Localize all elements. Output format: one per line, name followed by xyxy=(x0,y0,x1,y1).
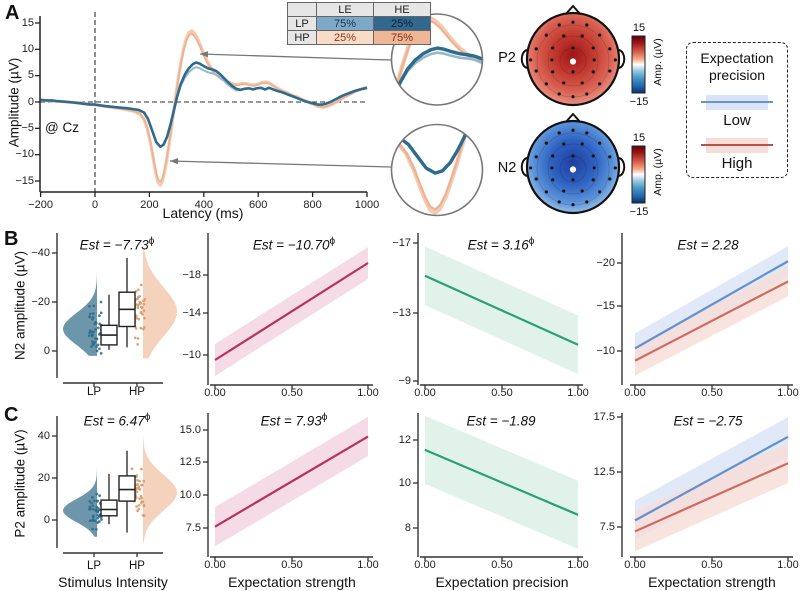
condition-table: LE HE LP 75% 25% HP 25% 75% xyxy=(287,2,431,45)
plot-title-c1: Est = 6.47ϕ xyxy=(83,412,151,429)
erp-ylabel: Amplitude (µV) xyxy=(6,57,22,148)
panel-label-b: B xyxy=(4,228,19,250)
xaxis-title-expectation-precision: Expectation precision xyxy=(435,574,569,590)
panel-label-c: C xyxy=(4,404,19,426)
p2-cbar-max: 15 xyxy=(632,22,646,34)
cz-electrode-marker xyxy=(569,166,577,173)
legend-low-label: Low xyxy=(723,111,751,129)
table-row-hp: HP xyxy=(287,30,317,45)
raincloud-plot-b1 xyxy=(52,233,177,387)
n2-cbar-max: 15 xyxy=(632,132,646,144)
p2-cbar-label: Amp. (µV) xyxy=(652,38,664,86)
n2-colorbar xyxy=(631,145,646,204)
plot-title-b3: Est = 3.16ϕ xyxy=(467,236,535,253)
n2-cbar-label: Amp. (µV) xyxy=(652,148,664,196)
p2-topo-label: P2 xyxy=(498,50,516,66)
boxplot-HP xyxy=(118,475,136,502)
plot-title-b4: Est = 2.28 xyxy=(677,237,739,253)
n2-topo-label: N2 xyxy=(497,160,517,176)
regression-plot-c3 xyxy=(413,413,583,561)
table-col-he: HE xyxy=(373,2,431,17)
table-cell-lp-le: 75% xyxy=(316,16,374,31)
legend-title: Expectation precision xyxy=(700,50,774,83)
b1-cat-lp: LP xyxy=(86,386,102,398)
half-violin-HP xyxy=(143,436,177,544)
table-cell-hp-le: 25% xyxy=(316,30,374,45)
legend-high-band xyxy=(701,137,773,153)
c1-cat-hp: HP xyxy=(129,560,145,572)
plot-title-c4: Est = −2.75 xyxy=(673,413,743,429)
regression-plot-c4 xyxy=(617,413,793,561)
erp-plot xyxy=(35,12,368,197)
phi-symbol: ϕ xyxy=(528,236,535,247)
table-corner xyxy=(287,2,317,17)
legend-low-line xyxy=(701,101,773,104)
table-cell-hp-he: 75% xyxy=(373,30,431,45)
phi-symbol: ϕ xyxy=(329,236,336,247)
p2-cbar-min: −15 xyxy=(629,96,649,108)
half-violin-LP xyxy=(63,457,97,537)
cz-electrode-marker xyxy=(569,58,577,65)
n2-cbar-min: −15 xyxy=(629,206,649,218)
raincloud-plot-c1 xyxy=(52,416,177,557)
boxplot-LP xyxy=(100,499,118,517)
phi-symbol: ϕ xyxy=(321,412,328,423)
regression-plot-b3 xyxy=(413,233,583,389)
regression-plot-b2 xyxy=(203,233,373,389)
plot-title-c3: Est = −1.89 xyxy=(466,413,536,429)
erp-site-label: @ Cz xyxy=(45,120,79,135)
legend-high-line xyxy=(701,144,773,147)
table-col-le: LE xyxy=(316,2,374,17)
p2-colorbar xyxy=(631,35,646,94)
legend-low-band xyxy=(701,94,773,110)
regression-plot-c2 xyxy=(203,413,373,561)
n2-zoom-inset xyxy=(390,123,484,217)
xaxis-title-expectation-strength: Expectation strength xyxy=(228,574,356,590)
plot-title-c2: Est = 7.93ϕ xyxy=(260,412,328,429)
plot-title-b2: Est = −10.70ϕ xyxy=(252,236,336,253)
c1-cat-lp: LP xyxy=(86,560,102,572)
n2-topomap xyxy=(520,113,626,215)
legend-high-label: High xyxy=(721,154,753,172)
table-cell-lp-he: 25% xyxy=(373,16,431,31)
half-violin-HP xyxy=(143,250,177,359)
half-violin-LP xyxy=(63,272,97,356)
colorbars xyxy=(631,35,646,204)
phi-symbol: ϕ xyxy=(148,236,155,247)
erp-lp-line xyxy=(40,61,368,149)
regression-plot-b4 xyxy=(617,233,793,389)
b1-cat-hp: HP xyxy=(129,386,145,398)
xaxis-title-stimulus-intensity: Stimulus Intensity xyxy=(58,574,168,590)
plot-title-b1: Est = −7.73ϕ xyxy=(79,236,155,253)
erp-xlabel: Latency (ms) xyxy=(162,205,244,221)
b-ylabel: N2 amplitude (µV) xyxy=(12,250,28,361)
expectation-precision-legend: Expectation precision Low High xyxy=(686,42,788,178)
inset-arrows xyxy=(169,51,392,168)
c-ylabel: P2 amplitude (µV) xyxy=(12,429,28,538)
xaxis-title-expectation-strength-2: Expectation strength xyxy=(648,574,776,590)
table-row-lp: LP xyxy=(287,16,317,31)
panel-label-a: A xyxy=(5,2,20,24)
p2-topomap xyxy=(520,5,626,107)
phi-symbol: ϕ xyxy=(144,412,151,423)
